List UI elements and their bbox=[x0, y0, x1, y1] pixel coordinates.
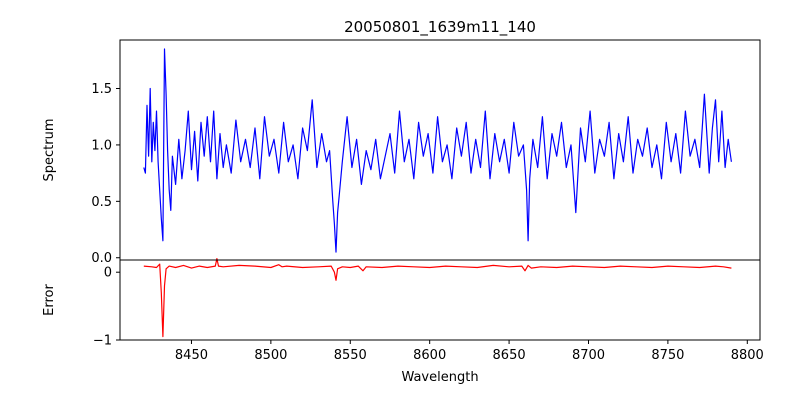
x-tick-label: 8700 bbox=[572, 348, 605, 363]
wavelength-x-ticks: 8450 8500 8550 8600 8650 8700 8750 8800 bbox=[175, 340, 764, 363]
error-line-layer bbox=[143, 258, 732, 338]
spectrum-y-tick-label: 0.0 bbox=[91, 251, 112, 266]
x-tick-label: 8600 bbox=[413, 348, 446, 363]
spectrum-series-line-0 bbox=[143, 48, 732, 253]
spectrum-panel: 0.0 0.5 1.0 1.5 Spectrum bbox=[42, 39, 761, 266]
error-axes-frame bbox=[119, 259, 761, 341]
x-tick-label: 8500 bbox=[254, 348, 287, 363]
error-y-ticks: −1 0 bbox=[93, 266, 120, 349]
chart-title: 20050801_1639m11_140 bbox=[344, 18, 536, 37]
spectrum-line-layer bbox=[143, 48, 732, 253]
spectrum-y-tick-label: 0.5 bbox=[91, 195, 112, 210]
x-tick-label: 8750 bbox=[651, 348, 684, 363]
x-tick-label: 8650 bbox=[493, 348, 526, 363]
x-tick-label: 8550 bbox=[334, 348, 367, 363]
error-y-tick-label: 0 bbox=[104, 266, 112, 281]
error-panel: −1 0 8450 8500 8550 8600 8650 8700 8750 8800 Err… bbox=[42, 258, 764, 385]
error-y-tick-label: −1 bbox=[93, 334, 112, 349]
spectrum-y-axis-label: Spectrum bbox=[42, 119, 57, 182]
error-y-axis-label: Error bbox=[42, 284, 57, 316]
spectrum-y-tick-label: 1.5 bbox=[91, 82, 112, 97]
spectrum-y-tick-label: 1.0 bbox=[91, 138, 112, 153]
x-tick-label: 8450 bbox=[175, 348, 208, 363]
wavelength-x-axis-label: Wavelength bbox=[401, 370, 478, 385]
spectrum-y-ticks: 0.0 0.5 1.0 1.5 bbox=[91, 82, 120, 266]
x-tick-label: 8800 bbox=[731, 348, 764, 363]
error-series-line-0 bbox=[143, 258, 732, 338]
